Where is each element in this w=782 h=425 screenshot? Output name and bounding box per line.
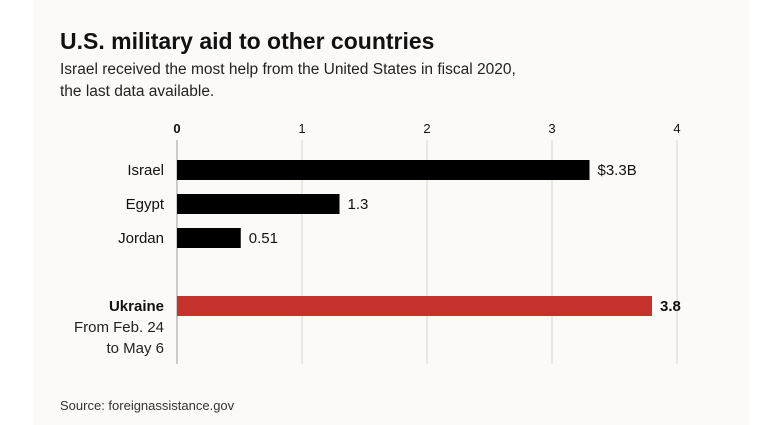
bar-egypt [177, 194, 340, 214]
x-tick-label-2: 2 [423, 121, 430, 136]
chart-subtitle: Israel received the most help from the U… [60, 61, 516, 100]
bar-ukraine [177, 296, 652, 316]
chart-title: U.S. military aid to other countries [60, 28, 435, 54]
category-label-egypt: Egypt [126, 196, 165, 213]
category-sublabel-ukraine-1: From Feb. 24 [74, 319, 164, 336]
x-tick-label-1: 1 [298, 121, 305, 136]
category-label-israel: Israel [127, 162, 164, 179]
value-label-israel: $3.3B [598, 162, 637, 179]
source-note: Source: foreignassistance.gov [60, 398, 235, 413]
category-label-jordan: Jordan [118, 230, 164, 247]
x-tick-label-3: 3 [548, 121, 555, 136]
bar-israel [177, 160, 590, 180]
value-label-egypt: 1.3 [348, 196, 369, 213]
chart-card [33, 0, 749, 425]
bar-jordan [177, 228, 241, 248]
value-label-jordan: 0.51 [249, 230, 278, 247]
value-label-ukraine: 3.8 [660, 298, 681, 315]
category-sublabel-ukraine-2: to May 6 [106, 340, 164, 357]
x-tick-label-4: 4 [673, 121, 680, 136]
x-tick-label-0: 0 [173, 121, 180, 136]
category-label-ukraine: Ukraine [109, 298, 164, 315]
